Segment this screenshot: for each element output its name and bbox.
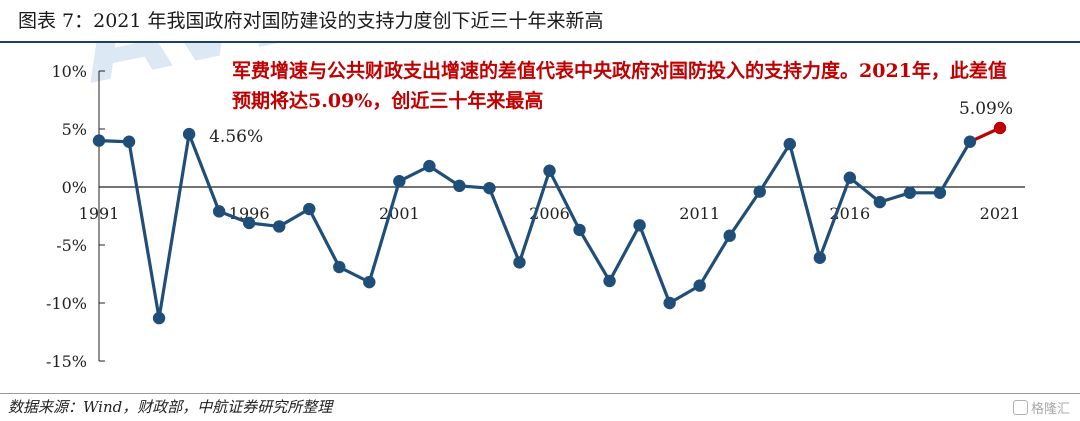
data-point — [423, 159, 436, 173]
data-point — [783, 137, 796, 151]
series-line — [98, 132, 972, 320]
data-point — [873, 195, 887, 209]
data-point — [363, 275, 376, 289]
chart-annotation: 军费增速与公共财政支出增速的差值代表中央政府对国防投入的支持力度。2021年，此… — [232, 60, 1007, 112]
data-point — [152, 311, 166, 325]
data-point — [753, 185, 766, 198]
data-point — [843, 171, 857, 184]
x-tick-label: 2006 — [529, 204, 570, 223]
data-label: 5.09% — [959, 99, 1013, 119]
brand-logo-icon — [1012, 400, 1028, 415]
data-point — [903, 186, 917, 199]
data-point — [663, 296, 676, 310]
line-chart: AVIC 10%5%0%-5%-10%-15%19911996200120062… — [46, 43, 1025, 371]
data-point — [723, 229, 736, 242]
data-point — [122, 135, 136, 148]
data-point — [273, 220, 286, 233]
y-tick-label: -15% — [46, 352, 87, 371]
data-point — [933, 186, 947, 199]
data-point — [633, 219, 646, 232]
data-point — [393, 175, 406, 188]
x-tick-label: 2001 — [379, 204, 420, 223]
data-point — [212, 205, 226, 218]
y-tick-label: -5% — [56, 236, 87, 255]
data-point — [693, 279, 706, 292]
x-tick-label: 2021 — [980, 204, 1021, 223]
data-point — [303, 202, 316, 216]
x-tick-label: 2011 — [679, 204, 720, 223]
data-point — [513, 256, 526, 269]
data-point — [603, 274, 616, 288]
source-note: 数据来源：Wind，财政部，中航证券研究所整理 — [8, 398, 333, 416]
data-point — [92, 134, 106, 147]
data-point — [242, 216, 256, 230]
data-point — [453, 179, 466, 193]
x-tick-label: 1991 — [79, 204, 120, 223]
y-tick-label: 0% — [62, 178, 87, 197]
data-point — [333, 260, 346, 274]
data-point — [483, 181, 496, 195]
brand-watermark: 格隆汇 — [1012, 398, 1070, 417]
title-underline — [0, 41, 1080, 43]
data-point — [573, 223, 586, 237]
chart-title: 图表 7：2021 年我国政府对国防建设的支持力度创下近三十年来新高 — [18, 10, 604, 32]
data-point — [543, 164, 556, 177]
footer-divider — [0, 393, 1080, 394]
data-point — [182, 127, 196, 141]
y-tick-label: 5% — [62, 120, 87, 139]
highlight-point — [993, 121, 1007, 135]
y-tick-label: -10% — [46, 294, 87, 313]
data-label: 4.56% — [209, 127, 263, 147]
data-point — [813, 251, 826, 264]
data-point — [963, 135, 977, 148]
y-tick-label: 10% — [51, 62, 87, 81]
